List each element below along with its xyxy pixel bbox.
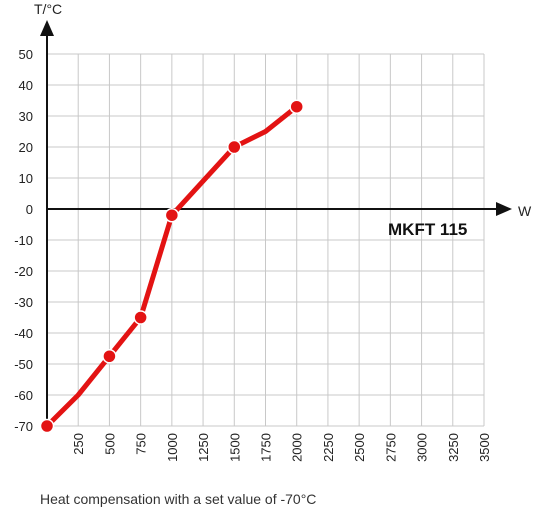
y-tick-label: 10 <box>19 171 33 186</box>
x-tick-labels: 250 500 750 1000 1250 1500 1750 2000 2250 2500 275… <box>71 433 492 462</box>
data-point <box>39 418 55 434</box>
x-tick-label: 750 <box>134 433 149 455</box>
axes <box>40 20 512 428</box>
x-tick-label: 500 <box>102 433 117 455</box>
y-tick-label: -60 <box>14 388 33 403</box>
x-tick-label: 2000 <box>290 433 305 462</box>
y-tick-label: -70 <box>14 419 33 434</box>
x-tick-label: 2750 <box>383 433 398 462</box>
data-point <box>133 310 148 325</box>
x-tick-label: 1500 <box>227 433 242 462</box>
y-tick-label: -40 <box>14 326 33 341</box>
y-tick-label: -30 <box>14 295 33 310</box>
x-tick-label: 2250 <box>321 433 336 462</box>
y-tick-label: 50 <box>19 47 33 62</box>
data-point <box>102 349 117 364</box>
y-tick-label: 40 <box>19 78 33 93</box>
x-tick-label: 1250 <box>196 433 211 462</box>
data-point <box>227 139 242 155</box>
x-axis-arrow <box>496 202 512 216</box>
y-axis-label: T/°C <box>34 1 62 17</box>
y-tick-label: -20 <box>14 264 33 279</box>
y-tick-label: -50 <box>14 357 33 372</box>
y-axis-arrow <box>40 20 54 36</box>
x-tick-label: 1000 <box>165 433 180 462</box>
x-tick-label: 1750 <box>259 433 274 462</box>
data-point <box>164 207 180 223</box>
data-point <box>289 99 304 114</box>
x-tick-label: 3000 <box>415 433 430 462</box>
x-axis-label: W <box>518 203 532 219</box>
x-tick-label: 250 <box>71 433 86 455</box>
x-tick-label: 3500 <box>477 433 492 462</box>
x-tick-label: 3250 <box>446 433 461 462</box>
grid-lines <box>47 53 485 427</box>
y-tick-label: -10 <box>14 233 33 248</box>
y-tick-label: 0 <box>26 202 33 217</box>
y-tick-labels: 50 40 30 20 10 0 -10 -20 -30 -40 -50 -60 -70 <box>14 47 33 434</box>
data-series <box>39 99 304 434</box>
x-tick-label: 2500 <box>352 433 367 462</box>
y-tick-label: 20 <box>19 140 33 155</box>
y-tick-label: 30 <box>19 109 33 124</box>
chart-caption: Heat compensation with a set value of -7… <box>40 491 317 507</box>
model-annotation: MKFT 115 <box>388 220 467 239</box>
